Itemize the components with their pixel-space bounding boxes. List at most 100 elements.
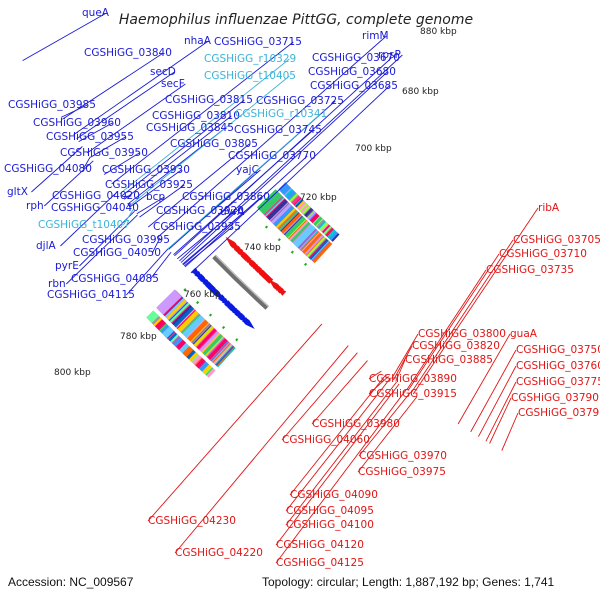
labels_forward-leader-line [139,184,185,218]
labels_reverse-leader-line [368,375,389,395]
labels_forward-leader-line [43,160,94,207]
labels_forward-gene-label: CGSHiGG_03810 [152,110,240,122]
labels_forward-leader-line [130,169,182,207]
labels_reverse-leader-line [174,345,349,554]
labels_forward-leader-line [60,190,119,247]
labels_forward-gene-label: rbn [48,278,66,290]
labels_reverse-leader-line [489,397,512,444]
labels_forward-leader-line [65,214,138,285]
labels_forward-gene-label: bcp [146,191,165,203]
tick-label: 720 kbp [300,193,337,203]
labels_forward-gene-label: yajC [236,164,259,176]
tick-label: 760 kbp [184,290,221,300]
labels_forward-leader-line [173,129,314,256]
genome-backbone [212,254,269,310]
labels_forward-gene-label: nhaA [184,35,212,47]
labels_rna-gene-label: CGSHiGG_t10407 [38,219,130,231]
labels_forward-leader-line [121,99,245,197]
labels_forward-leader-line [124,115,232,200]
labels_forward-gene-label: CGSHiGG_03930 [102,164,190,176]
labels_forward-leader-line [182,211,245,265]
labels_reverse-gene-label: CGSHiGG_03885 [405,354,493,366]
cog-feature-block [161,325,174,339]
labels_reverse-gene-label: CGSHiGG_03800 [418,328,506,340]
cog-feature-block [156,289,182,315]
feature-layer [146,182,340,378]
genome-ring-layer [181,215,308,342]
cog-feature-block [192,355,206,369]
labels_forward-gene-label: CGSHiGG_04020 [52,190,140,202]
labels_reverse-leader-line [358,391,411,457]
tick-label: 880 kbp [420,27,457,37]
labels_reverse-leader-line [281,352,358,441]
labels_forward-leader-line [111,41,294,185]
labels_forward-gene-label: CGSHiGG_03815 [165,94,253,106]
reverse-cds-arrow [225,236,235,247]
labels_forward-gene-label: secD [150,66,176,78]
labels_reverse-leader-line [407,253,500,391]
labels_reverse-gene-label: CGSHiGG_03915 [369,388,457,400]
labels_forward-gene-label: rpsP [378,49,401,61]
labels_reverse-leader-line [368,370,382,380]
labels_rna-gene-label: CGSHiGG_r10341 [235,108,327,120]
labels_reverse-leader-line [457,333,511,425]
labels_reverse-leader-line [485,381,517,442]
labels_forward-gene-label: CGSHiGG_03840 [84,47,172,59]
labels_forward-gene-label: CGSHiGG_03670 [312,52,400,64]
labels_forward-leader-line [31,146,83,193]
genome-summary-text: Topology: circular; Length: 1,887,192 bp… [262,575,555,589]
labels_forward-leader-line [148,143,250,228]
labels_reverse-gene-label: CGSHiGG_04125 [276,557,364,569]
labels_forward-leader-line [73,40,209,136]
labels_reverse-gene-label: CGSHiGG_04120 [276,539,364,551]
labels_forward-gene-label: djlA [36,240,56,252]
labels_reverse-gene-label: CGSHiGG_04100 [286,519,374,531]
labels_forward-gene-label: CGSHiGG_03860 [182,191,270,203]
labels_rna-leader-line [123,209,134,226]
labels_reverse-gene-label: CGSHiGG_03975 [358,466,446,478]
labels_reverse-gene-label: CGSHiGG_03750 [516,344,600,356]
labels_reverse-leader-line [410,239,514,393]
labels_reverse-gene-label: CGSHiGG_03890 [369,373,457,385]
labels_reverse-gene-label: CGSHiGG_03820 [412,340,500,352]
labels_forward-gene-label: CGSHiGG_04085 [71,273,159,285]
tick-label: 680 kbp [402,87,439,97]
labels_forward-leader-line [151,239,160,254]
labels_forward-gene-label: CGSHiGG_03995 [82,234,170,246]
labels_forward-gene-label: queA [82,7,110,19]
labels_forward-gene-label: CGSHiGG_03715 [214,36,302,48]
tick-label: 780 kbp [120,332,157,342]
cog-feature-block [256,189,283,215]
labels_reverse-gene-label: CGSHiGG_03710 [499,248,587,260]
gc-skew-track [181,286,239,342]
labels_forward-leader-line [149,251,172,280]
labels_reverse-leader-line [275,389,407,564]
labels_forward-leader-line [157,35,387,238]
labels_forward-gene-label: CGSHiGG_04050 [73,247,161,259]
labels_reverse-leader-line [395,359,406,382]
labels_reverse-leader-line [289,374,387,496]
labels_reverse-gene-label: CGSHiGG_04230 [148,515,236,527]
cog-feature-block [180,344,194,358]
cog-feature-block [196,358,209,372]
labels_forward-gene-label: CGSHiGG_03935 [153,221,241,233]
labels_reverse-leader-line [285,381,397,526]
labels_forward-leader-line [79,210,135,267]
labels_reverse-leader-line [393,345,413,381]
labels_forward-leader-line [82,156,91,170]
labels_reverse-gene-label: CGSHiGG_04090 [290,489,378,501]
labels_rna-leader-line [119,58,290,195]
labels_reverse-gene-label: CGSHiGG_03790 [511,392,599,404]
tick-label: 740 kbp [244,243,281,253]
labels_reverse-leader-line [412,207,539,395]
labels_forward-gene-label: secF [161,78,185,90]
labels_forward-leader-line [125,248,169,296]
labels_reverse-gene-label: CGSHiGG_03760 [516,360,600,372]
tick-labels: 680 kbp 700 kbp 720 kbp 740 kbp 760 kbp 780 k… [54,27,457,378]
labels_reverse-gene-label: CGSHiGG_03775 [516,376,600,388]
labels_reverse-leader-line [147,323,323,522]
labels_forward-leader-line [136,196,165,215]
cog-feature-block [176,340,190,354]
